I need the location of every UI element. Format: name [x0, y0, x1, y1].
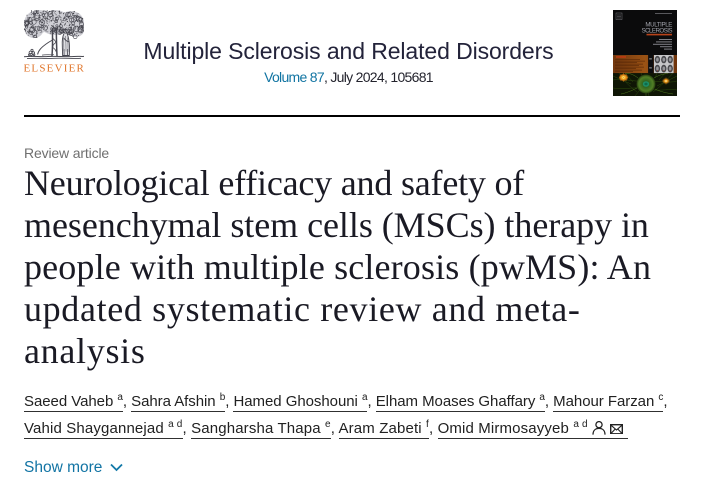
svg-text:ELSEVIER: ELSEVIER	[24, 63, 84, 75]
svg-text:SCLEROSIS: SCLEROSIS	[642, 28, 673, 35]
svg-text:MULTIPLE: MULTIPLE	[645, 21, 672, 28]
